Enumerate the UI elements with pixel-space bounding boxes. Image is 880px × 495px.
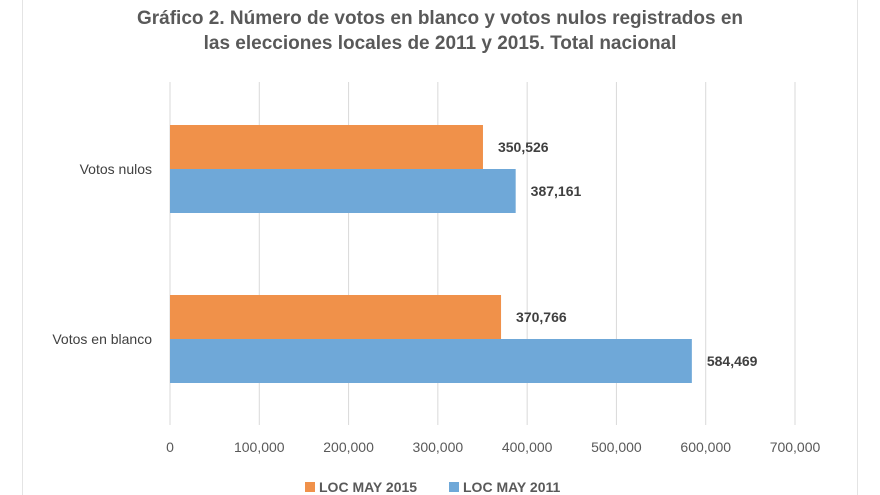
data-label: 350,526 [498, 139, 549, 155]
chart-title: Gráfico 2. Número de votos en blanco y v… [0, 6, 880, 56]
x-tick-label: 200,000 [323, 439, 374, 455]
chart-title-line-1: Gráfico 2. Número de votos en blanco y v… [136, 8, 744, 29]
x-tick-label: 600,000 [680, 439, 731, 455]
category-label: Votos en blanco [52, 331, 152, 347]
legend-swatch [305, 482, 315, 492]
data-label: 584,469 [707, 353, 758, 369]
category-labels: Votos nulos Votos en blanco [52, 161, 152, 347]
data-label: 370,766 [516, 309, 567, 325]
bar [170, 169, 516, 213]
x-tick-labels: 0 100,000 200,000 300,000 400,000 500,000 600,… [166, 439, 820, 455]
x-tick-label: 500,000 [591, 439, 642, 455]
bar [170, 339, 692, 383]
category-label: Votos nulos [80, 161, 152, 177]
bars [170, 125, 692, 383]
bar [170, 295, 502, 339]
legend-label: LOC MAY 2011 [463, 479, 560, 495]
x-tick-label: 400,000 [502, 439, 553, 455]
data-labels: 350,526 387,161 370,766 584,469 [498, 139, 758, 369]
x-tick-label: 100,000 [234, 439, 285, 455]
chart-frame [22, 0, 858, 495]
bar [170, 125, 483, 169]
x-tick-label: 0 [166, 439, 174, 455]
chart-title-line-2: las elecciones locales de 2011 y 2015. T… [203, 33, 677, 54]
data-label: 387,161 [531, 183, 582, 199]
x-tick-label: 300,000 [413, 439, 464, 455]
legend: LOC MAY 2015 LOC MAY 2011 [305, 479, 560, 495]
legend-swatch [449, 482, 459, 492]
x-tick-label: 700,000 [770, 439, 821, 455]
legend-label: LOC MAY 2015 [319, 479, 417, 495]
